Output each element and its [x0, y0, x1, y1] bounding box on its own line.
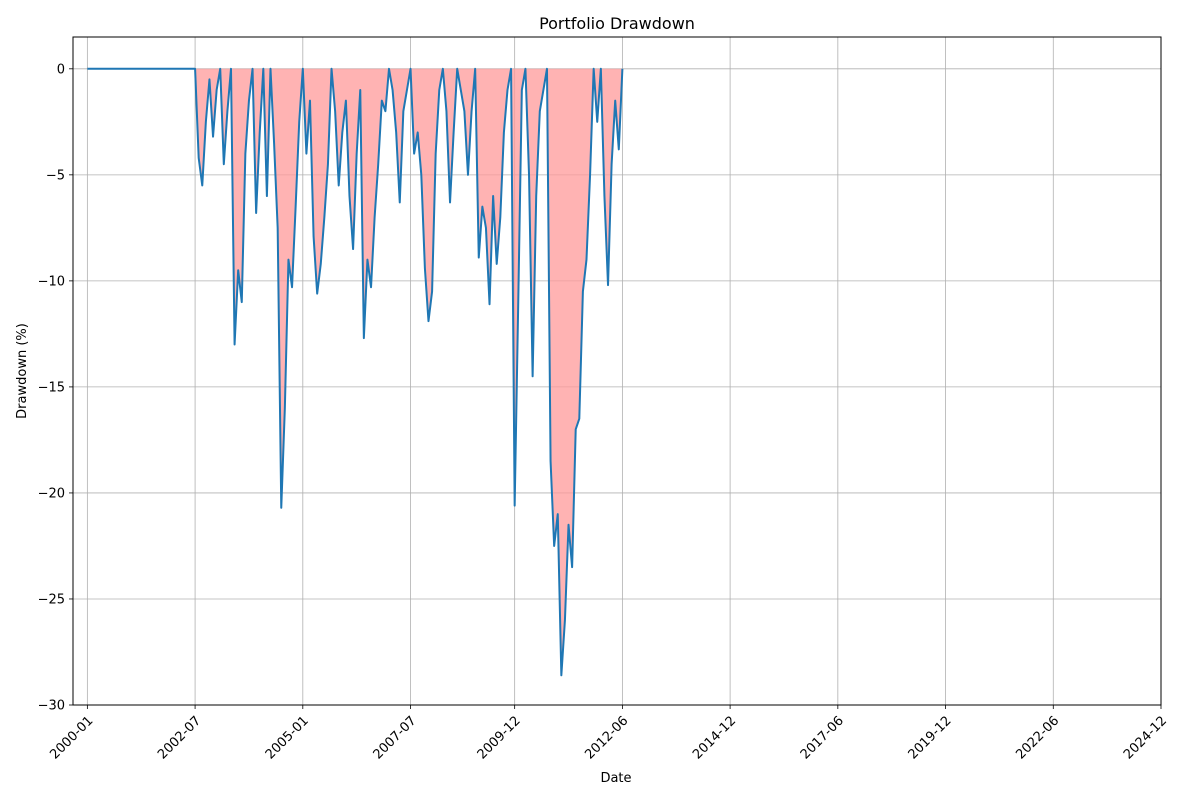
drawdown-area — [87, 68, 623, 676]
y-tick-label: −15 — [38, 380, 65, 395]
y-tick-label: −5 — [46, 168, 65, 183]
y-tick-label: −25 — [38, 592, 65, 607]
y-tick-label: −30 — [38, 699, 65, 714]
y-axis-label: Drawdown (%) — [15, 323, 30, 419]
drawdown-fill-layer — [87, 68, 623, 676]
drawdown-line-layer — [87, 67, 624, 677]
drawdown-line — [87, 67, 624, 677]
chart-title: Portfolio Drawdown — [539, 14, 695, 33]
y-tick-label: −10 — [38, 274, 65, 289]
y-axis-ticks: 0 −5 −10 −15 −20 −25 −30 — [38, 62, 73, 714]
y-tick-label: −20 — [38, 486, 65, 501]
plot-frame — [72, 36, 1162, 706]
x-axis-label: Date — [600, 771, 631, 786]
y-tick-label: 0 — [57, 62, 65, 77]
